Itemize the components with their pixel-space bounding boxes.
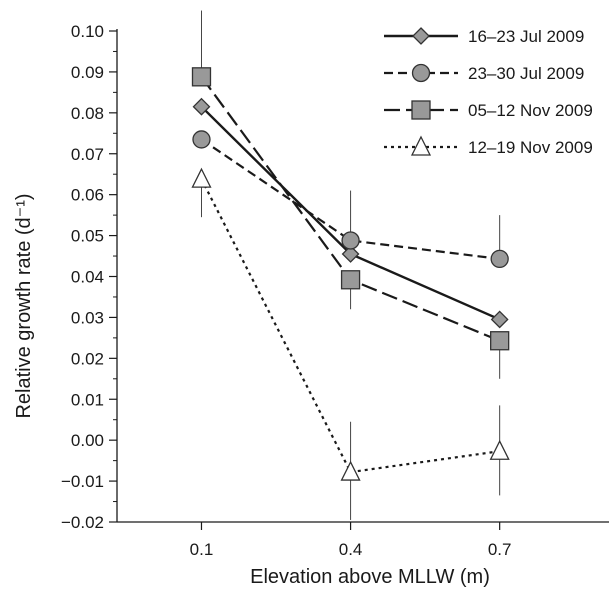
y-tick-label: 0.00 — [71, 431, 104, 450]
series-line — [200, 178, 500, 474]
legend-label: 23–30 Jul 2009 — [468, 64, 584, 83]
axes: −0.02 −0.01 0.00 0.01 0.02 0.03 0.04 0.05 0.06 0.… — [61, 22, 609, 559]
y-tick-label: −0.01 — [61, 472, 104, 491]
data-point — [490, 310, 509, 329]
y-axis-title: Relative growth rate (d⁻¹) — [13, 193, 35, 418]
legend-marker — [412, 27, 430, 45]
legend-marker — [411, 63, 431, 83]
series-markers — [191, 67, 510, 481]
y-tick-label: 0.08 — [71, 104, 104, 123]
x-tick-label: 0.4 — [339, 540, 363, 559]
y-tick-label: 0.02 — [71, 349, 104, 368]
y-tick-label: 0.10 — [71, 22, 104, 41]
data-point — [490, 249, 509, 269]
data-point — [341, 245, 360, 263]
data-point — [191, 67, 212, 87]
legend-label: 16–23 Jul 2009 — [468, 27, 584, 46]
x-axis-title: Elevation above MLLW (m) — [250, 566, 490, 588]
y-tick-label: 0.09 — [71, 63, 104, 82]
data-point — [191, 167, 212, 188]
data-point — [340, 460, 361, 481]
series-line — [200, 138, 500, 260]
data-point — [490, 331, 510, 351]
data-point — [340, 270, 361, 290]
y-tick-label: 0.03 — [71, 308, 104, 327]
legend-marker — [410, 135, 432, 156]
y-tick-label: 0.07 — [71, 145, 104, 164]
data-point — [489, 439, 510, 460]
legend-label: 05–12 Nov 2009 — [468, 101, 593, 120]
y-tick-label: 0.06 — [71, 186, 104, 205]
data-point — [192, 130, 211, 149]
x-tick-label: 0.1 — [190, 540, 214, 559]
y-tick-label: −0.02 — [61, 513, 104, 532]
x-tick-label: 0.7 — [488, 540, 512, 559]
error-bars — [200, 10, 501, 520]
y-tick-label: 0.01 — [71, 390, 104, 409]
y-tick-label: 0.05 — [71, 227, 104, 246]
legend-label: 12–19 Nov 2009 — [468, 138, 593, 157]
legend-marker — [411, 100, 431, 120]
y-tick-label: 0.04 — [71, 268, 104, 287]
legend: 16–23 Jul 2009 23–30 Jul 2009 05–12 Nov 20… — [384, 27, 593, 157]
data-point — [341, 231, 360, 250]
data-point — [192, 97, 211, 116]
